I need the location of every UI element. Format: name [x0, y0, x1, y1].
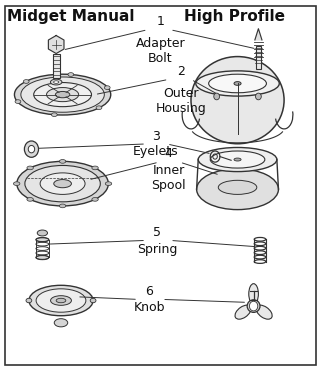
Ellipse shape	[29, 285, 93, 316]
Ellipse shape	[247, 300, 260, 312]
Polygon shape	[48, 36, 64, 53]
Ellipse shape	[210, 151, 265, 168]
Circle shape	[256, 93, 261, 100]
Ellipse shape	[92, 197, 98, 201]
Ellipse shape	[50, 79, 62, 85]
Ellipse shape	[54, 81, 59, 83]
Ellipse shape	[209, 74, 266, 93]
Ellipse shape	[51, 113, 57, 116]
Ellipse shape	[27, 166, 33, 170]
Ellipse shape	[234, 82, 241, 85]
Ellipse shape	[104, 86, 110, 89]
Text: 3: 3	[152, 130, 160, 143]
Ellipse shape	[36, 237, 49, 242]
Circle shape	[214, 93, 220, 100]
Ellipse shape	[249, 284, 258, 304]
Ellipse shape	[36, 289, 86, 312]
Ellipse shape	[92, 166, 98, 170]
Text: Spring: Spring	[137, 243, 178, 256]
Ellipse shape	[54, 180, 71, 188]
Ellipse shape	[56, 298, 66, 303]
Ellipse shape	[23, 80, 29, 83]
Ellipse shape	[40, 173, 85, 194]
Text: Eyelets: Eyelets	[133, 145, 178, 158]
Bar	[256, 46, 261, 69]
Text: Inner
Spool: Inner Spool	[151, 164, 186, 192]
Ellipse shape	[234, 158, 241, 161]
Ellipse shape	[59, 204, 66, 208]
Ellipse shape	[68, 73, 74, 76]
Ellipse shape	[14, 74, 111, 115]
Ellipse shape	[27, 197, 33, 201]
Ellipse shape	[59, 160, 66, 163]
Ellipse shape	[96, 106, 102, 109]
Ellipse shape	[56, 91, 70, 98]
Circle shape	[249, 301, 258, 311]
Ellipse shape	[256, 305, 272, 319]
Ellipse shape	[196, 71, 279, 96]
Ellipse shape	[51, 296, 71, 305]
Text: Midget Manual: Midget Manual	[7, 9, 134, 24]
Ellipse shape	[191, 57, 284, 144]
Circle shape	[28, 145, 35, 153]
Ellipse shape	[21, 77, 104, 112]
Text: High Profile: High Profile	[184, 9, 285, 24]
Ellipse shape	[13, 182, 20, 186]
Ellipse shape	[54, 319, 68, 327]
Ellipse shape	[36, 255, 49, 260]
Ellipse shape	[235, 305, 251, 319]
Text: 1: 1	[157, 15, 164, 28]
Text: 6: 6	[145, 285, 153, 298]
Text: Adapter
Bolt: Adapter Bolt	[136, 37, 185, 65]
Ellipse shape	[25, 165, 100, 202]
Ellipse shape	[47, 88, 79, 102]
Ellipse shape	[218, 180, 257, 194]
Ellipse shape	[37, 230, 48, 236]
Ellipse shape	[196, 169, 278, 210]
Ellipse shape	[198, 147, 277, 171]
Ellipse shape	[26, 298, 32, 303]
Text: Knob: Knob	[134, 301, 165, 314]
Ellipse shape	[15, 100, 21, 104]
Polygon shape	[255, 29, 262, 40]
Ellipse shape	[105, 182, 112, 186]
Ellipse shape	[17, 161, 108, 206]
Text: 2: 2	[178, 65, 185, 78]
Text: 5: 5	[153, 226, 161, 239]
Bar	[53, 53, 60, 78]
Circle shape	[24, 141, 39, 157]
Ellipse shape	[90, 298, 96, 303]
Ellipse shape	[34, 83, 91, 107]
Text: Outer
Housing: Outer Housing	[156, 87, 207, 115]
Text: 4: 4	[165, 147, 172, 160]
